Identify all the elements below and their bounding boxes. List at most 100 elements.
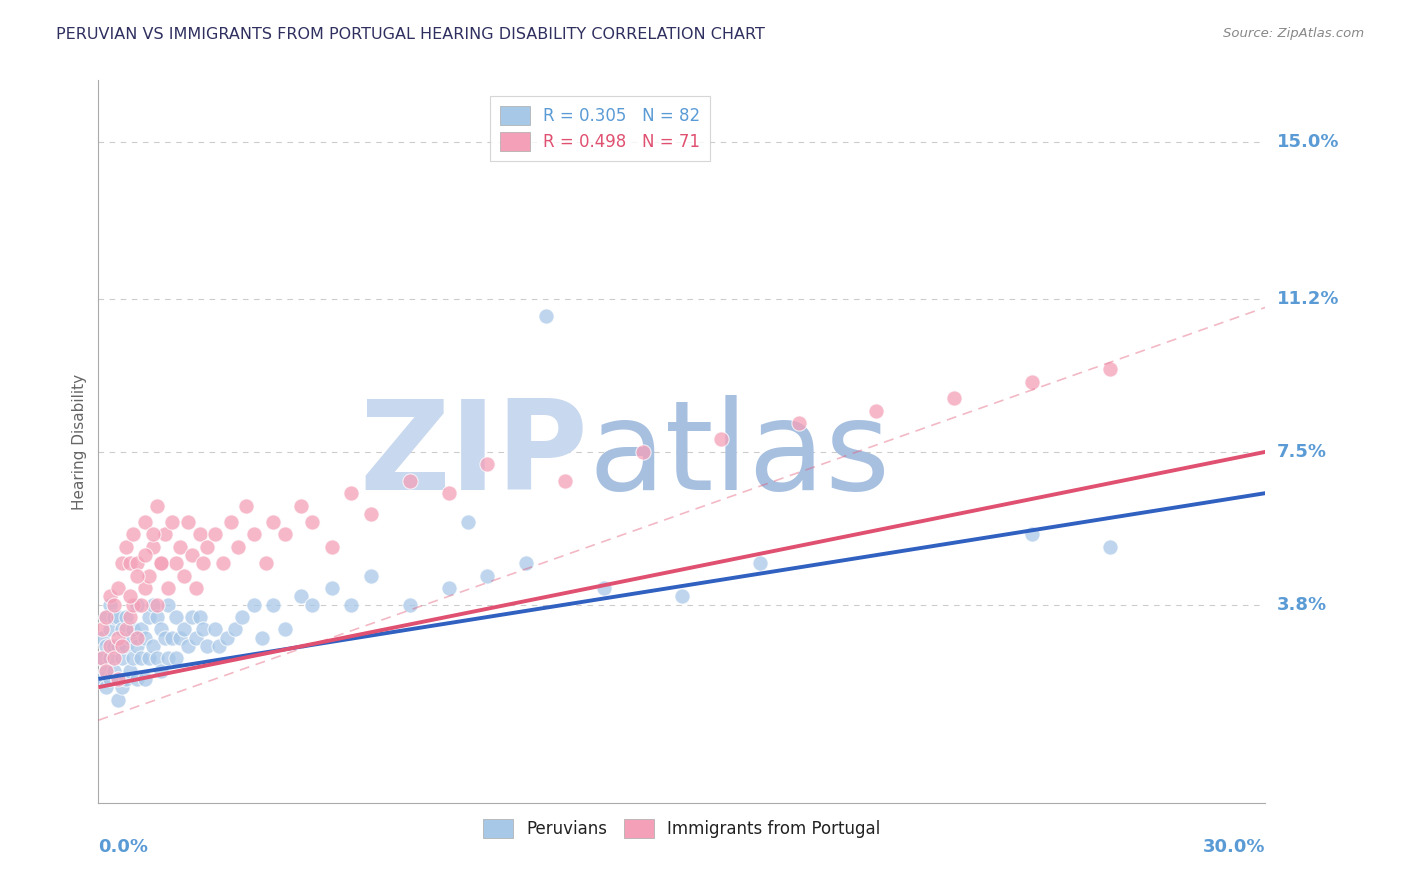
- Point: [165, 557, 187, 571]
- Point: [169, 631, 191, 645]
- Point: [398, 474, 420, 488]
- Point: [138, 651, 160, 665]
- Point: [114, 540, 136, 554]
- Point: [111, 557, 134, 571]
- Point: [301, 515, 323, 529]
- Point: [149, 623, 172, 637]
- Point: [103, 598, 125, 612]
- Point: [98, 672, 121, 686]
- Point: [118, 557, 141, 571]
- Point: [180, 548, 202, 562]
- Point: [515, 557, 537, 571]
- Point: [142, 527, 165, 541]
- Point: [437, 581, 460, 595]
- Point: [111, 651, 134, 665]
- Point: [122, 651, 145, 665]
- Point: [1021, 375, 1043, 389]
- Point: [231, 610, 253, 624]
- Point: [114, 623, 136, 637]
- Text: 0.0%: 0.0%: [98, 838, 149, 855]
- Point: [165, 651, 187, 665]
- Text: atlas: atlas: [589, 395, 890, 516]
- Point: [98, 639, 121, 653]
- Point: [107, 639, 129, 653]
- Point: [787, 416, 810, 430]
- Point: [96, 680, 118, 694]
- Point: [107, 581, 129, 595]
- Point: [165, 610, 187, 624]
- Point: [103, 610, 125, 624]
- Point: [142, 540, 165, 554]
- Point: [224, 623, 246, 637]
- Point: [865, 403, 887, 417]
- Point: [228, 540, 250, 554]
- Point: [149, 557, 172, 571]
- Point: [243, 527, 266, 541]
- Point: [250, 631, 273, 645]
- Point: [127, 639, 149, 653]
- Point: [477, 457, 499, 471]
- Point: [153, 527, 176, 541]
- Point: [290, 499, 312, 513]
- Point: [129, 623, 152, 637]
- Point: [188, 610, 211, 624]
- Y-axis label: Hearing Disability: Hearing Disability: [72, 374, 87, 509]
- Point: [107, 692, 129, 706]
- Point: [177, 515, 200, 529]
- Point: [127, 568, 149, 582]
- Point: [149, 557, 172, 571]
- Point: [146, 651, 169, 665]
- Point: [1098, 540, 1121, 554]
- Point: [162, 515, 184, 529]
- Point: [173, 623, 195, 637]
- Point: [204, 623, 226, 637]
- Point: [748, 557, 770, 571]
- Point: [195, 540, 218, 554]
- Point: [129, 651, 152, 665]
- Point: [96, 610, 118, 624]
- Point: [98, 623, 121, 637]
- Point: [457, 515, 479, 529]
- Point: [437, 486, 460, 500]
- Point: [103, 664, 125, 678]
- Point: [204, 527, 226, 541]
- Point: [96, 664, 118, 678]
- Text: 11.2%: 11.2%: [1277, 290, 1339, 308]
- Legend: Peruvians, Immigrants from Portugal: Peruvians, Immigrants from Portugal: [477, 813, 887, 845]
- Point: [173, 568, 195, 582]
- Point: [215, 631, 238, 645]
- Point: [188, 527, 211, 541]
- Point: [177, 639, 200, 653]
- Point: [118, 590, 141, 604]
- Point: [262, 598, 284, 612]
- Point: [1021, 527, 1043, 541]
- Point: [593, 581, 616, 595]
- Point: [180, 610, 202, 624]
- Text: Source: ZipAtlas.com: Source: ZipAtlas.com: [1223, 27, 1364, 40]
- Point: [114, 639, 136, 653]
- Text: 30.0%: 30.0%: [1204, 838, 1265, 855]
- Point: [146, 598, 169, 612]
- Point: [118, 610, 141, 624]
- Point: [149, 664, 172, 678]
- Point: [96, 610, 118, 624]
- Point: [134, 581, 156, 595]
- Point: [243, 598, 266, 612]
- Point: [138, 568, 160, 582]
- Point: [114, 610, 136, 624]
- Point: [107, 631, 129, 645]
- Point: [321, 540, 343, 554]
- Point: [193, 623, 215, 637]
- Point: [340, 486, 363, 500]
- Point: [111, 639, 134, 653]
- Point: [301, 598, 323, 612]
- Point: [114, 672, 136, 686]
- Point: [122, 598, 145, 612]
- Point: [157, 581, 180, 595]
- Point: [134, 548, 156, 562]
- Point: [142, 598, 165, 612]
- Point: [184, 581, 207, 595]
- Text: ZIP: ZIP: [360, 395, 589, 516]
- Text: 3.8%: 3.8%: [1277, 596, 1327, 614]
- Point: [290, 590, 312, 604]
